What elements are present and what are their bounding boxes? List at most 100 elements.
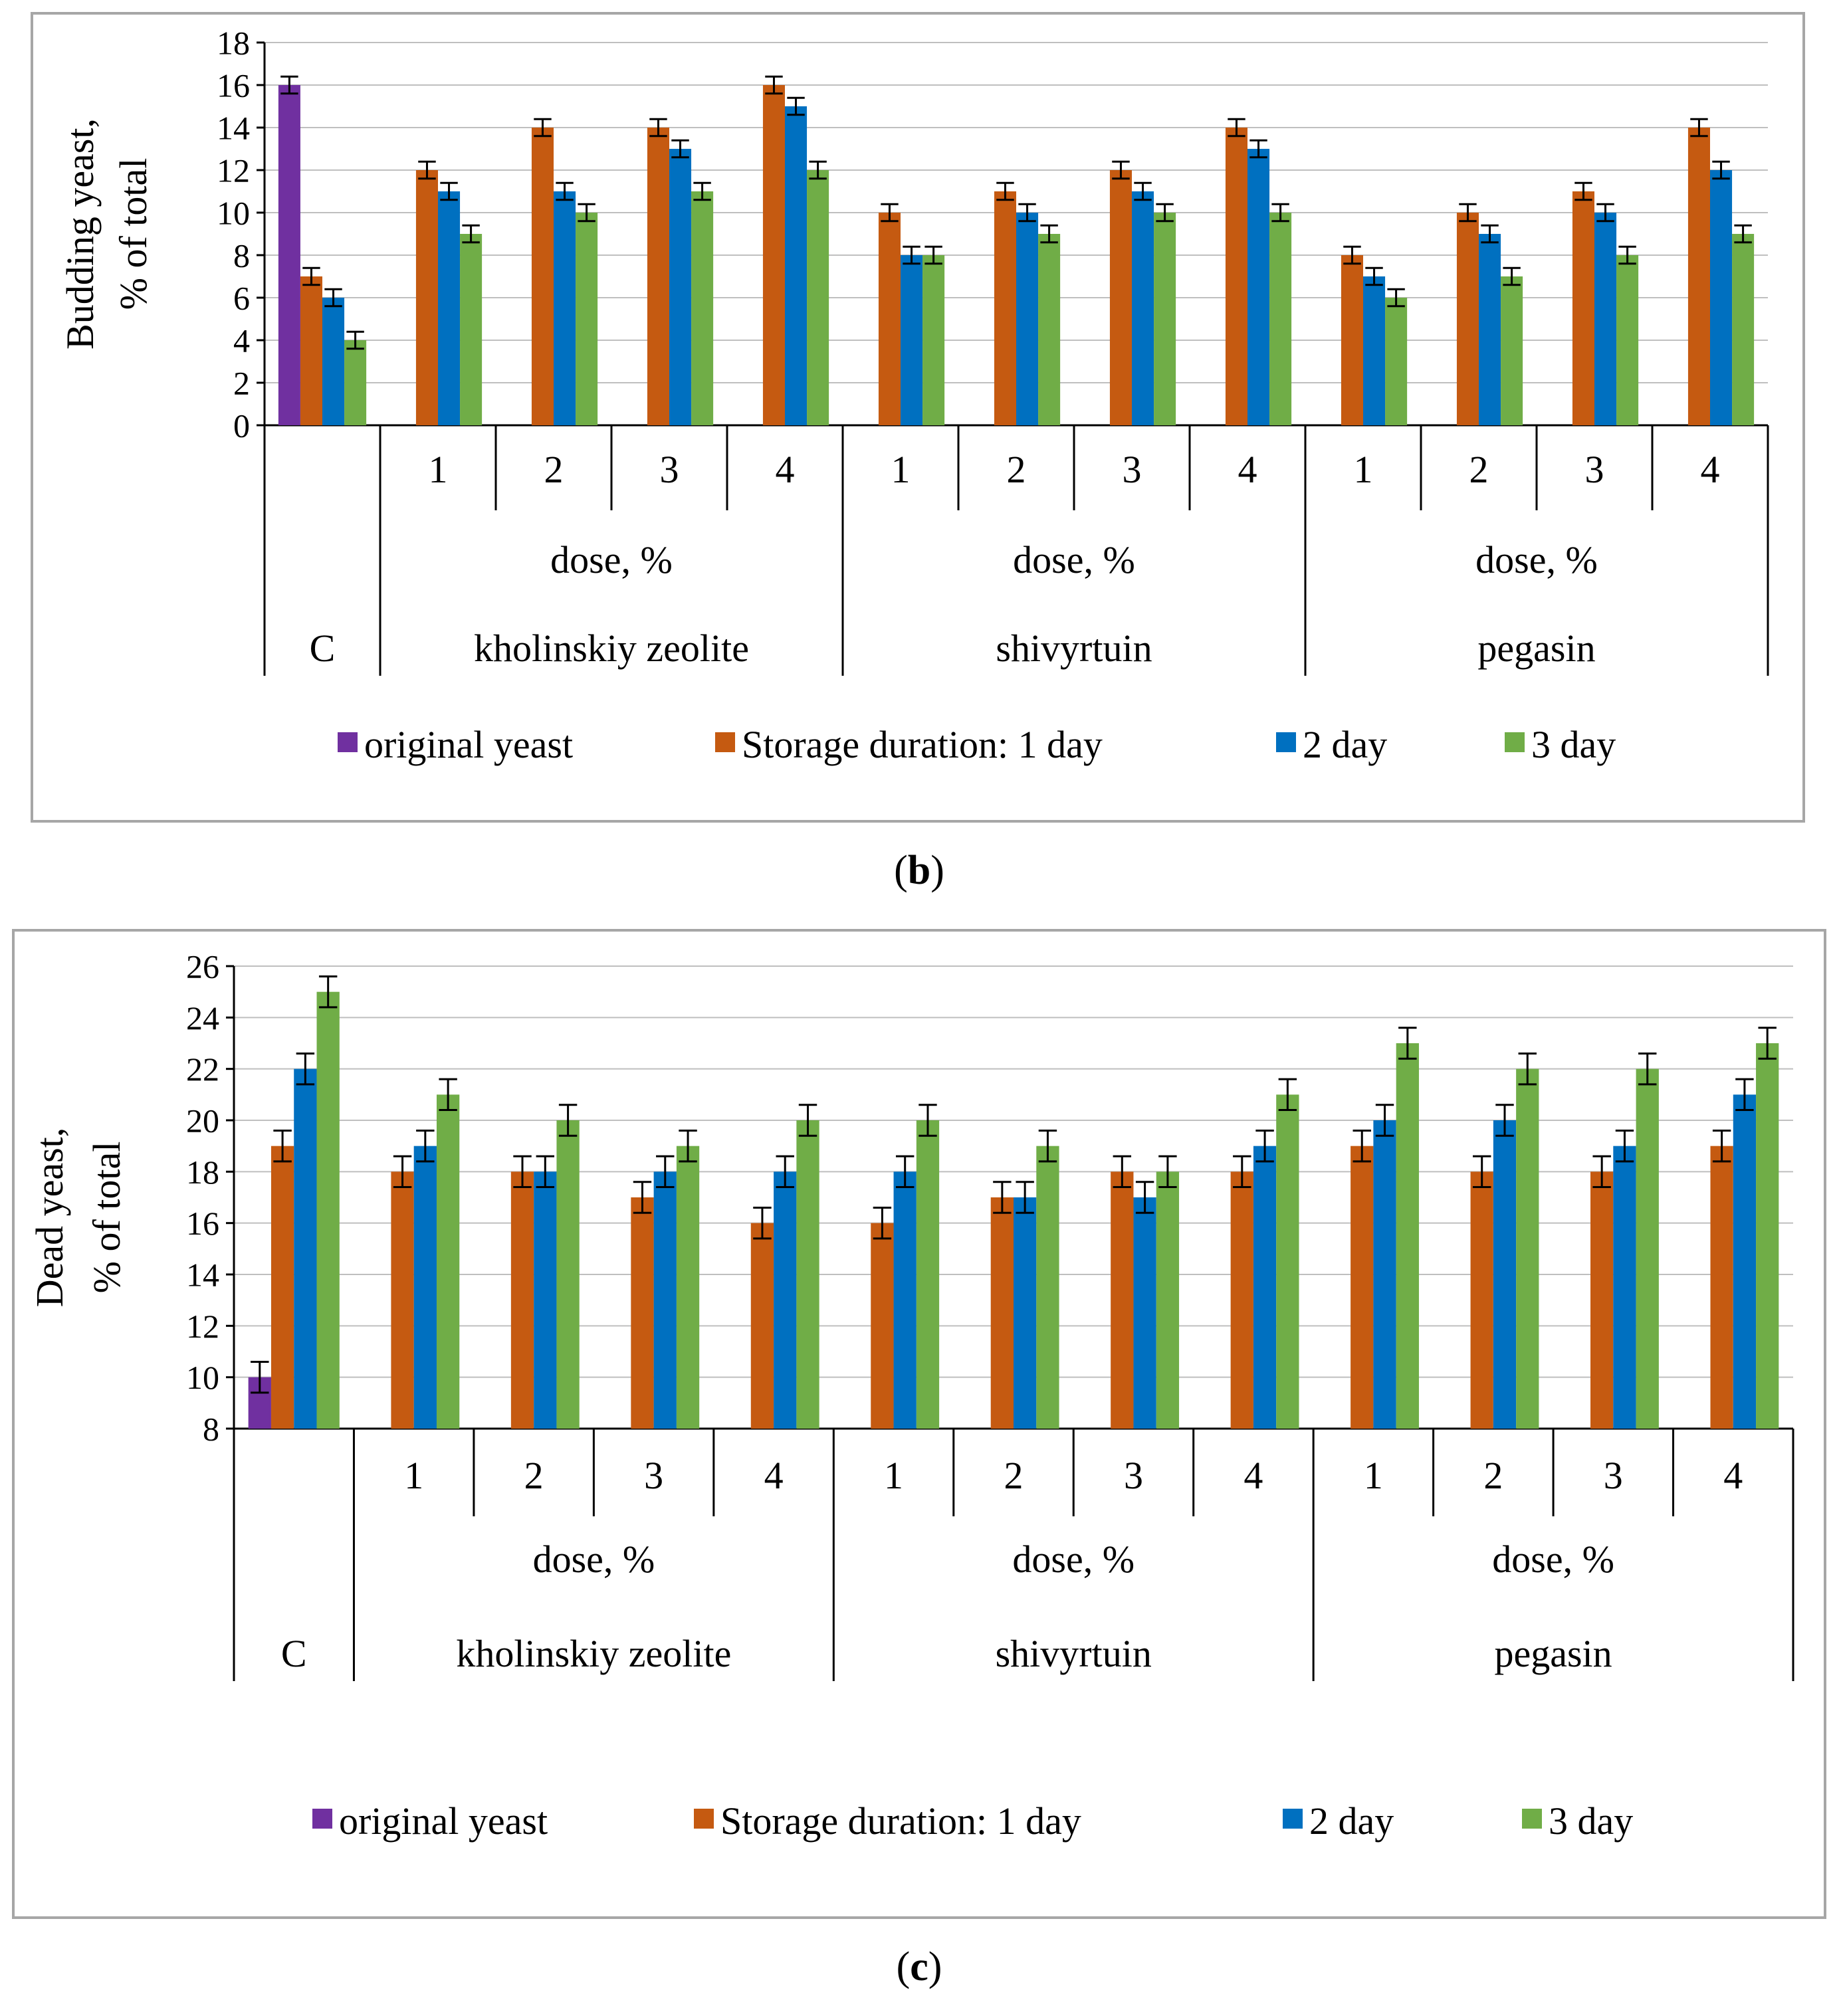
bar-control-day3: [344, 340, 367, 425]
caption-close-c: ): [928, 1944, 942, 1989]
dose-tick-label: 3: [1123, 448, 1142, 491]
bar-day1: [1341, 255, 1363, 425]
dose-tick-label: 1: [1354, 448, 1373, 491]
group-label: pegasin: [1494, 1632, 1612, 1675]
dose-axis-label: dose, %: [550, 538, 673, 581]
bar-day1: [1351, 1146, 1374, 1429]
bar-day3: [576, 213, 598, 425]
y-tick-label: 24: [186, 999, 219, 1037]
y-tick-label: 16: [217, 67, 250, 104]
bar-day3: [1038, 234, 1061, 425]
dose-tick-label: 4: [776, 448, 795, 491]
bar-day3: [796, 1120, 819, 1429]
bar-day3: [1501, 276, 1523, 425]
bar-day2: [1363, 276, 1386, 425]
dose-tick-label: 3: [1604, 1454, 1623, 1497]
legend-label-day3: 3 day: [1531, 723, 1616, 766]
legend-label-original: original yeast: [339, 1799, 548, 1843]
legend-label-day2: 2 day: [1309, 1799, 1394, 1843]
bar-day2: [413, 1146, 437, 1429]
bar-day1: [994, 191, 1016, 425]
bar-day1: [510, 1171, 534, 1429]
dose-tick-label: 2: [1004, 1454, 1024, 1497]
bar-day2: [1493, 1120, 1517, 1429]
y-tick-label: 16: [186, 1205, 219, 1242]
caption-letter-c: c: [910, 1944, 928, 1989]
bar-day3: [807, 170, 829, 425]
dose-tick-label: 1: [404, 1454, 423, 1497]
bar-control-day1: [300, 276, 322, 425]
legend-label-day1: Storage duration: 1 day: [742, 723, 1103, 766]
y-axis-label-line2: % of total: [112, 158, 155, 310]
bar-day3: [460, 234, 483, 425]
chart-panel-b: 0 2 4 6 8 10 12 14 16 18 Budding yeast,% of total C…: [31, 12, 1805, 823]
bar-day1: [647, 128, 669, 425]
legend-swatch-original: [312, 1809, 332, 1829]
y-tick-label: 10: [186, 1359, 219, 1396]
bar-day1: [1456, 213, 1479, 425]
bar-day3: [1154, 213, 1176, 425]
y-tick-label: 22: [186, 1051, 219, 1088]
legend-label-day1: Storage duration: 1 day: [720, 1799, 1081, 1843]
y-tick-label: 4: [233, 322, 250, 359]
dose-tick-label: 1: [884, 1454, 903, 1497]
y-tick-label: 12: [186, 1308, 219, 1345]
dose-tick-label: 4: [1701, 448, 1720, 491]
bar-day3: [922, 255, 945, 425]
y-tick-label: 14: [217, 110, 250, 147]
bar-day1: [871, 1223, 894, 1429]
bar-day3: [676, 1146, 700, 1429]
y-tick-label: 18: [186, 1154, 219, 1191]
bar-day3: [1269, 213, 1292, 425]
dose-tick-label: 3: [1124, 1454, 1143, 1497]
dose-tick-label: 3: [660, 448, 679, 491]
bar-day2: [1613, 1146, 1636, 1429]
dose-axis-label: dose, %: [1013, 538, 1135, 581]
bar-day2: [1132, 191, 1154, 425]
bar-day2: [669, 149, 692, 425]
bar-day3: [1616, 255, 1639, 425]
bar-day3: [1276, 1094, 1299, 1429]
bar-day3: [1636, 1068, 1659, 1429]
caption-letter-b: b: [907, 848, 931, 893]
y-tick-label: 14: [186, 1257, 219, 1294]
bar-day1: [1572, 191, 1594, 425]
legend-swatch-original: [338, 732, 358, 752]
bar-day2: [438, 191, 461, 425]
bar-day1: [1230, 1171, 1253, 1429]
bar-day2: [1373, 1120, 1396, 1429]
bar-day3: [1732, 234, 1755, 425]
y-tick-label: 10: [217, 195, 250, 232]
group-label: shivyrtuin: [996, 1632, 1152, 1675]
caption-open-b: (: [894, 848, 908, 893]
caption-close-b: ): [930, 848, 944, 893]
bar-day1: [762, 85, 785, 425]
legend-swatch-day3: [1505, 732, 1525, 752]
category-label-control: C: [281, 1632, 307, 1675]
group-label: kholinskiy zeolite: [456, 1632, 731, 1675]
bar-control-day2: [322, 298, 345, 425]
dose-axis-label: dose, %: [1492, 1538, 1614, 1581]
bar-day2: [1133, 1197, 1156, 1429]
dose-tick-label: 2: [524, 1454, 544, 1497]
category-label-control: C: [310, 627, 336, 670]
dose-axis-label: dose, %: [1475, 538, 1598, 581]
dose-tick-label: 2: [1469, 448, 1489, 491]
bar-day1: [1111, 1171, 1134, 1429]
bar-control-day2: [294, 1068, 317, 1429]
bar-day1: [1710, 1146, 1733, 1429]
dose-tick-label: 3: [1585, 448, 1604, 491]
legend-label-original: original yeast: [364, 723, 573, 766]
bar-control-day1: [270, 1146, 294, 1429]
bar-day2: [534, 1171, 557, 1429]
group-label: kholinskiy zeolite: [474, 627, 749, 670]
group-label: pegasin: [1477, 627, 1595, 670]
dose-tick-label: 1: [891, 448, 911, 491]
bar-day3: [1396, 1043, 1419, 1429]
y-tick-label: 20: [186, 1102, 219, 1140]
dose-axis-label: dose, %: [1012, 1538, 1135, 1581]
dose-tick-label: 1: [1364, 1454, 1383, 1497]
chart-panel-c: 8 10 12 14 16 18 20 22 24 26 Dead yeast,% of total…: [12, 929, 1826, 1919]
